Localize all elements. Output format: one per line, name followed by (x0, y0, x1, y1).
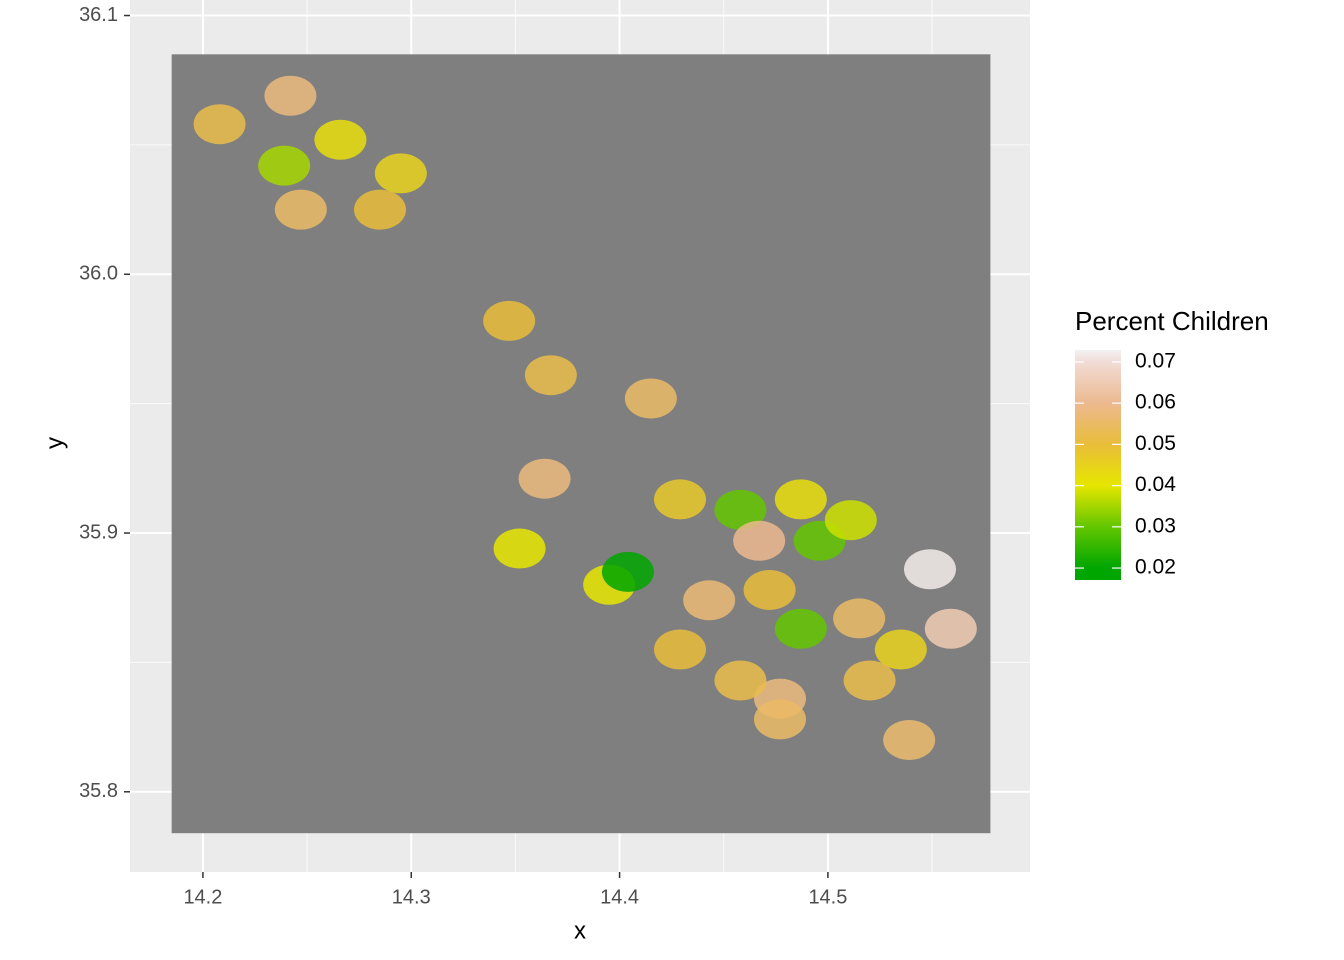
y-tick-label: 36.0 (79, 263, 118, 285)
raster-cell (883, 720, 936, 761)
raster-cell (714, 660, 767, 701)
raster-cell (774, 608, 827, 649)
raster-extent (171, 54, 991, 834)
raster-cell (654, 629, 706, 670)
legend-title: Percent Children (1075, 306, 1269, 336)
raster-cell (743, 569, 796, 610)
raster-cell (483, 300, 536, 341)
legend-label: 0.03 (1135, 514, 1176, 537)
raster-cell (904, 549, 956, 590)
legend-label: 0.07 (1135, 350, 1176, 373)
raster-cell (314, 119, 367, 160)
y-tick-label: 35.8 (79, 780, 118, 802)
raster-cell (258, 145, 311, 186)
raster-cell (601, 551, 654, 592)
x-axis-title: x (574, 917, 586, 944)
raster-cell (833, 598, 886, 639)
raster-cell (843, 660, 896, 701)
raster-cell (493, 528, 546, 569)
raster-cell (374, 153, 427, 194)
raster-cell (354, 189, 406, 230)
raster-cell (924, 608, 977, 649)
raster-cell (824, 500, 877, 541)
raster-cell (524, 355, 577, 396)
raster-cell (264, 75, 317, 116)
axes: 14.2 14.3 14.4 14.5 35.8 35.9 36.0 36.1 (79, 4, 847, 908)
raster-cell (733, 520, 786, 561)
y-axis-title: y (41, 437, 68, 449)
x-tick-label: 14.3 (392, 886, 431, 908)
raster-cell (754, 699, 806, 740)
raster-cell (518, 458, 571, 499)
raster-cell (774, 479, 827, 520)
legend: Percent Children 0.02 0.03 0.04 0.05 0.06 0.0… (1075, 306, 1269, 580)
raster-cell (714, 489, 767, 530)
raster-cell (654, 479, 706, 520)
raster-cell (274, 189, 327, 230)
colorbar (1075, 350, 1121, 580)
x-tick-label: 14.4 (600, 886, 639, 908)
raster-cell (874, 629, 927, 670)
x-tick-label: 14.5 (808, 886, 847, 908)
legend-label: 0.02 (1135, 556, 1176, 579)
y-tick-label: 35.9 (79, 521, 118, 543)
legend-label: 0.06 (1135, 391, 1176, 414)
x-tick-label: 14.2 (183, 886, 222, 908)
legend-label: 0.04 (1135, 473, 1176, 496)
legend-label: 0.05 (1135, 432, 1176, 455)
raster-cell (683, 580, 736, 621)
y-tick-label: 36.1 (79, 4, 118, 26)
raster-cell (624, 378, 677, 419)
raster (171, 54, 991, 834)
raster-cell (193, 104, 246, 145)
